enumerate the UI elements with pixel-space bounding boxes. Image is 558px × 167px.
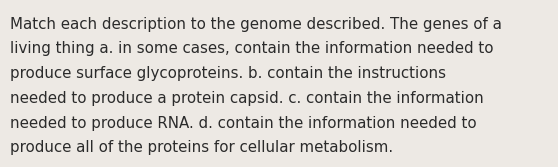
Text: produce all of the proteins for cellular metabolism.: produce all of the proteins for cellular… — [10, 140, 393, 155]
Text: produce surface glycoproteins. b. contain the instructions: produce surface glycoproteins. b. contai… — [10, 66, 446, 81]
Text: needed to produce a protein capsid. c. contain the information: needed to produce a protein capsid. c. c… — [10, 91, 484, 106]
Text: living thing a. in some cases, contain the information needed to: living thing a. in some cases, contain t… — [10, 41, 493, 56]
Text: needed to produce RNA. d. contain the information needed to: needed to produce RNA. d. contain the in… — [10, 116, 477, 131]
Text: Match each description to the genome described. The genes of a: Match each description to the genome des… — [10, 17, 502, 32]
